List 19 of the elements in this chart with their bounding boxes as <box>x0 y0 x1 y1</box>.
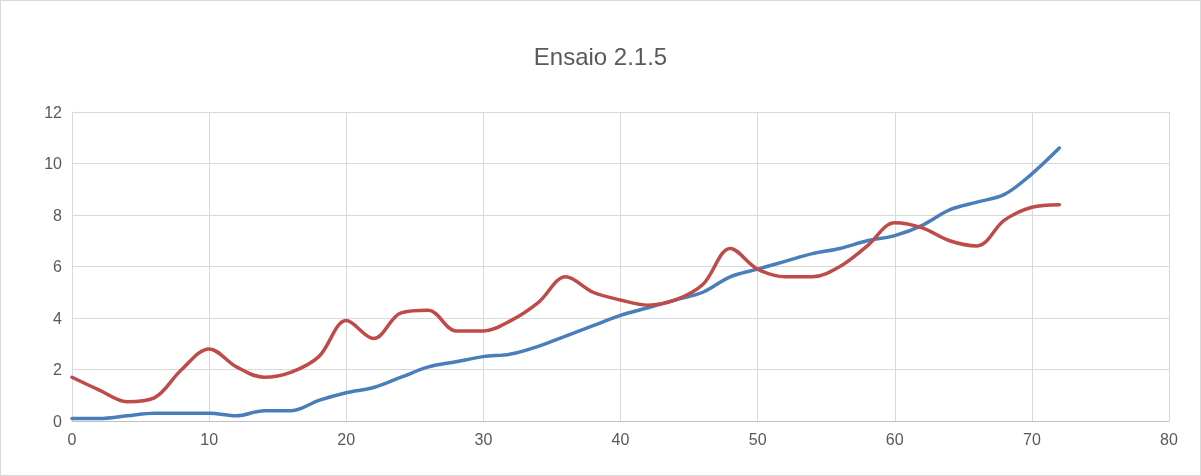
y-tick-label: 8 <box>53 206 63 224</box>
chart-title: Ensaio 2.1.5 <box>533 42 668 70</box>
line-series <box>70 202 1062 404</box>
x-tick-label: 40 <box>611 430 630 448</box>
line-series <box>70 146 1062 421</box>
y-tick-label: 4 <box>53 309 63 327</box>
x-tick-label: 10 <box>200 430 219 448</box>
y-tick-label: 10 <box>44 155 63 172</box>
y-tick-label: 0 <box>53 412 63 430</box>
x-tick-label: 30 <box>474 430 493 448</box>
x-tick-label: 20 <box>337 430 356 448</box>
y-tick-label: 6 <box>53 258 63 275</box>
x-tick-label: 0 <box>67 430 77 448</box>
x-tick-label: 70 <box>1022 430 1041 448</box>
x-tick-label: 80 <box>1160 430 1178 448</box>
y-tick-label: 12 <box>44 103 63 121</box>
y-tick-label: 2 <box>53 361 63 378</box>
x-tick-label: 60 <box>885 430 904 448</box>
x-tick-label: 50 <box>748 430 767 448</box>
